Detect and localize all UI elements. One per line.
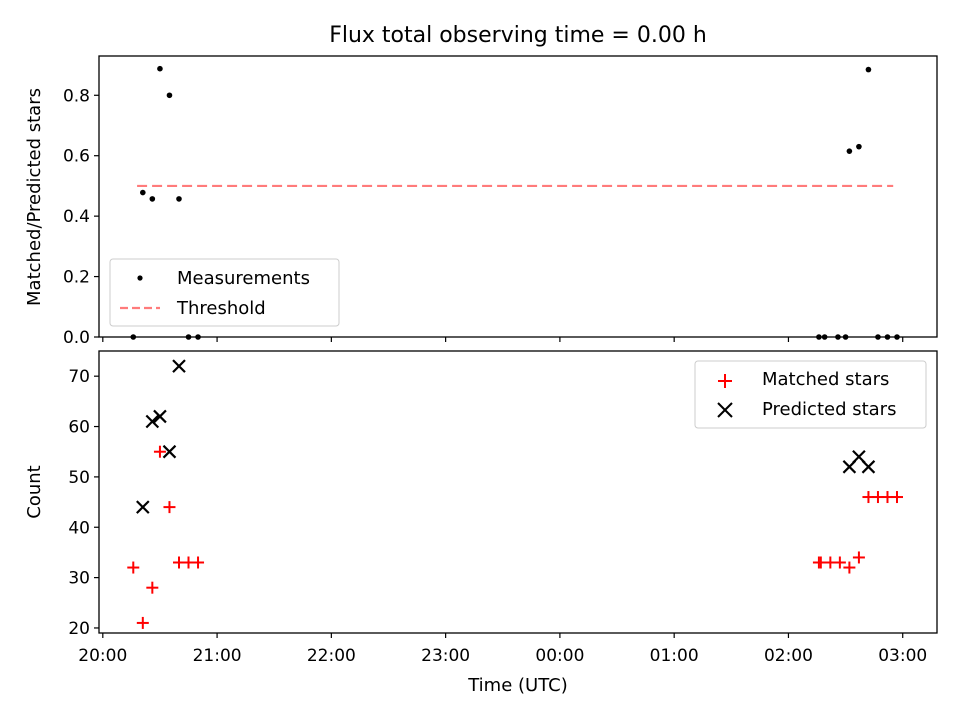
legend-predicted-marker [717, 402, 733, 418]
top-panel: 0.00.20.40.60.8 Matched/Predicted stars … [24, 55, 938, 348]
measurement-point [140, 189, 146, 196]
bottom-legend-box [694, 360, 927, 429]
bottom-xtick-label: 21:00 [193, 646, 242, 666]
top-legend-box [109, 258, 340, 327]
measurement-point [149, 196, 156, 202]
chart-title: Flux total observing time = 0.00 h [329, 23, 707, 48]
top-ytick-label: 0.8 [63, 86, 90, 106]
bottom-xtick-label: 23:00 [421, 646, 470, 666]
predicted-star-point [153, 409, 167, 424]
matched-star-point [163, 501, 176, 514]
matched-star-point [192, 556, 205, 569]
bottom-xtick-label: 02:00 [764, 646, 813, 666]
top-axes-frame [98, 55, 938, 338]
matched-star-point [127, 561, 140, 574]
matched-star-point [891, 491, 904, 504]
top-legend: Measurements Threshold [109, 258, 340, 327]
legend-measurements-label: Measurements [177, 268, 310, 289]
bottom-xtick-label: 22:00 [307, 646, 356, 666]
matched-star-point [146, 581, 159, 594]
measurement-point [856, 143, 862, 150]
top-ytick-label: 0.4 [63, 207, 90, 227]
bottom-xtick-label: 20:00 [78, 646, 127, 666]
predicted-star-point [162, 444, 177, 459]
bottom-panel: 20:00 21:00 22:00 23:00 00:00 01:00 02:00 03:00… [24, 350, 938, 696]
matched-star-point [852, 551, 865, 564]
matched-star-point [153, 445, 166, 458]
matched-star-point [136, 616, 149, 629]
legend-matched-marker [718, 374, 732, 388]
bottom-xtick-label: 03:00 [878, 646, 927, 666]
bottom-ytick-label: 30 [68, 569, 90, 589]
measurement-point [865, 66, 872, 73]
matched-star-point [843, 561, 856, 574]
bottom-ytick-label: 50 [68, 468, 90, 488]
bottom-legend: Matched stars Predicted stars [694, 360, 927, 429]
top-ytick-label: 0.0 [63, 328, 90, 348]
legend-measurements-marker [137, 275, 143, 281]
measurement-point [176, 196, 182, 202]
legend-threshold-label: Threshold [176, 298, 266, 319]
matched-star-point [833, 556, 846, 569]
bottom-ytick-label: 20 [68, 619, 90, 639]
legend-matched-label: Matched stars [762, 369, 889, 390]
bottom-ytick-label: 40 [68, 518, 90, 538]
top-ytick-label: 0.2 [63, 268, 90, 288]
predicted-star-point [861, 460, 876, 474]
bottom-xlabel: Time (UTC) [467, 675, 568, 696]
predicted-star-point [136, 500, 150, 514]
top-ytick-label: 0.6 [63, 147, 90, 167]
bottom-xtick-label: 01:00 [650, 646, 699, 666]
measurement-point [157, 65, 163, 72]
bottom-ytick-label: 70 [68, 367, 90, 387]
legend-predicted-label: Predicted stars [762, 399, 896, 420]
bottom-ytick-label: 60 [68, 418, 90, 438]
bottom-xtick-label: 00:00 [535, 646, 584, 666]
top-ylabel: Matched/Predicted stars [24, 88, 45, 306]
predicted-star-point [145, 414, 160, 429]
bottom-ylabel: Count [24, 465, 45, 518]
predicted-star-point [172, 359, 186, 373]
measurement-point [166, 92, 173, 99]
measurement-point [846, 148, 853, 154]
bottom-axes-frame [98, 350, 938, 634]
